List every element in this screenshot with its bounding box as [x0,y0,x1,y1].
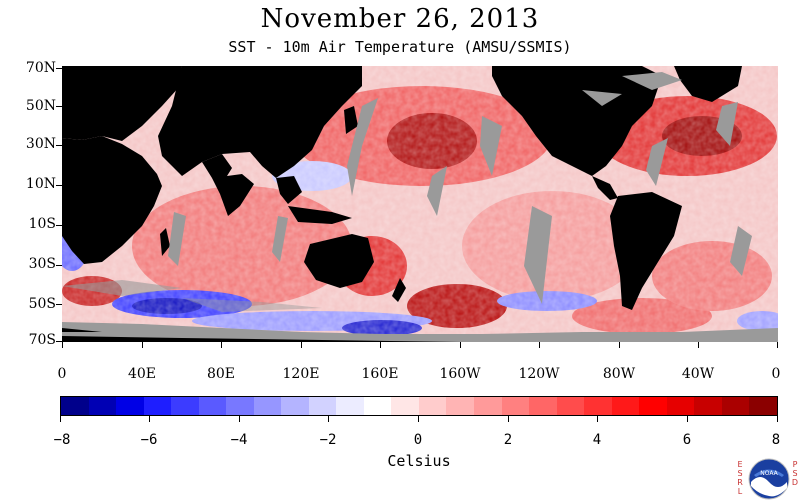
noaa-emblem-text: NOAA [760,470,778,477]
lat-label: 10S [28,216,56,232]
colorbar-swatch [391,397,419,415]
lat-label: 10N [25,176,56,192]
sst-anomaly-map [62,66,778,342]
logo-left-letters: ESRL [737,460,743,496]
lon-label: 40W [681,366,715,382]
colorbar-swatch [336,397,364,415]
colorbar-swatch [226,397,254,415]
colorbar-tick-label: 2 [503,432,513,448]
colorbar-swatch [143,397,172,415]
colorbar-tick-label: 4 [592,432,602,448]
colorbar-swatch [721,397,750,415]
colorbar-swatch [446,397,474,415]
lat-label: 30N [25,136,56,152]
colorbar-swatch [473,397,502,415]
colorbar-swatch [749,397,777,415]
colorbar-swatch [529,397,557,415]
colorbar-swatch [611,397,640,415]
lon-label: 160W [439,366,481,382]
colorbar-swatch [556,397,585,415]
colorbar-swatch [281,397,309,415]
lat-label: 70N [25,60,56,76]
lat-label: 50N [25,98,56,114]
colorbar-swatch [308,397,337,415]
colorbar-swatch [253,397,282,415]
colorbar-swatch [584,397,612,415]
colorbar-swatch [666,397,695,415]
lon-label: 80W [602,366,636,382]
lon-label: 80E [206,366,236,382]
map-graphic [62,66,778,342]
lat-label: 70S [28,332,56,348]
colorbar-swatch [88,397,117,415]
lon-label: 120W [518,366,560,382]
colorbar-tick-label: −8 [53,432,71,448]
colorbar-unit-label: Celsius [387,452,451,470]
colorbar-tick-label: 6 [682,432,692,448]
colorbar-swatch [363,397,392,415]
colorbar-tick-label: −2 [319,432,337,448]
colorbar-swatch [501,397,530,415]
map-subtitle: SST - 10m Air Temperature (AMSU/SSMIS) [228,38,572,56]
lat-label: 30S [28,256,56,272]
noaa-emblem-icon: NOAA [748,458,790,500]
logo-right-letters: PSD [791,460,799,487]
colorbar-tick-label: −6 [140,432,158,448]
lon-label: 120E [282,366,320,382]
colorbar-swatch [61,397,89,415]
lon-label: 40E [127,366,157,382]
colorbar-tick-label: −4 [230,432,248,448]
lon-label: 0 [57,366,67,382]
lon-label: 0 [771,366,781,382]
lon-label: 160E [361,366,399,382]
colorbar-tick-label: 0 [413,432,423,448]
colorbar-swatch [171,397,199,415]
colorbar-swatch [198,397,227,415]
noaa-logo: ESRL NOAA PSD [736,458,798,500]
map-title: November 26, 2013 [260,4,540,34]
colorbar-tick-label: 8 [771,432,781,448]
colorbar-swatch [694,397,722,415]
colorbar-swatch [116,397,144,415]
colorbar-swatch [418,397,447,415]
lat-label: 50S [28,296,56,312]
colorbar-swatch [639,397,667,415]
colorbar [60,396,778,416]
